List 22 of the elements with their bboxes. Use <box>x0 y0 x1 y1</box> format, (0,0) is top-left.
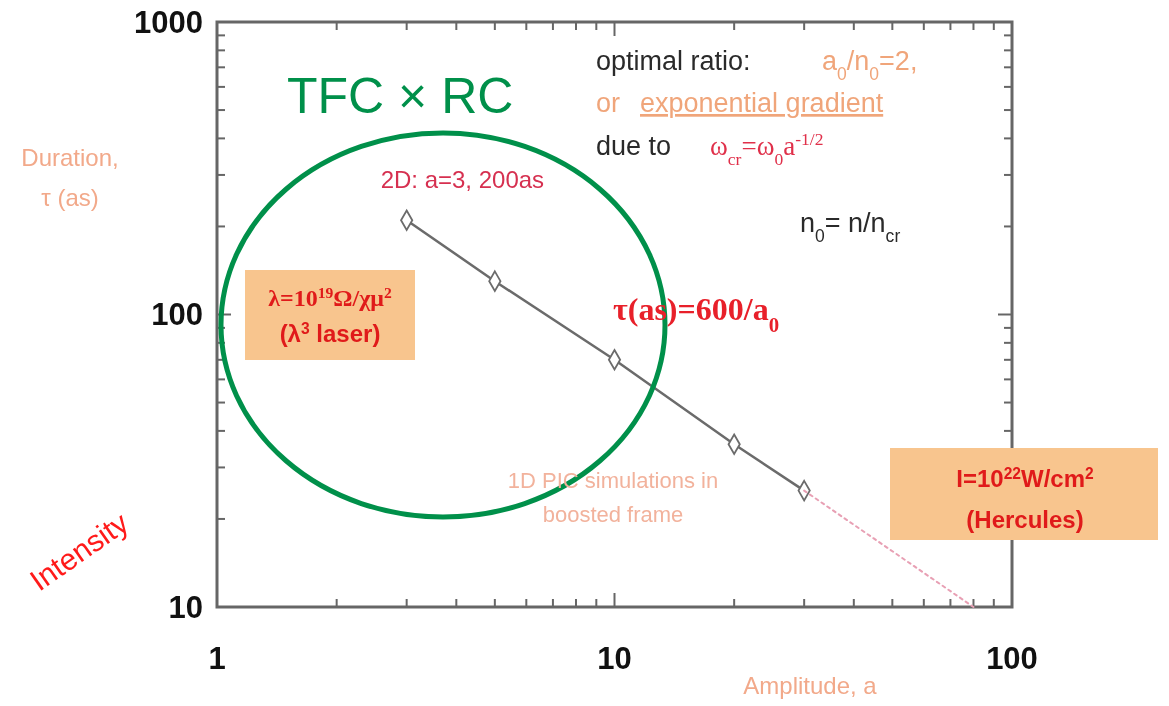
annotation: 2D: a=3, 200as <box>380 166 545 194</box>
annotation: n$_{0}$= n/n$_{cr}$ <box>800 208 901 246</box>
x-tick-label: 1 <box>208 641 226 676</box>
annotation: exponential gradient <box>640 88 884 118</box>
annotation: TFC × RC <box>287 68 514 124</box>
y-tick-label: 1000 <box>134 4 203 40</box>
annotation: a$_{0}$/n$_{0}$=2, <box>822 46 918 84</box>
x-tick-label: 10 <box>597 641 632 676</box>
annotation: or <box>596 88 621 118</box>
y-axis-title: Duration, τ (as) <box>21 144 119 211</box>
x-tick-label: 100 <box>986 641 1038 676</box>
annotation: boosted frame <box>542 502 684 527</box>
annotation: due to <box>596 131 672 161</box>
annotation: (λ$^{3}$ laser) <box>279 319 381 347</box>
annotation: (Hercules) <box>966 506 1084 533</box>
x-axis-title: Amplitude, a <box>743 672 878 699</box>
annotation: I=10$^{22}$W/cm$^{2}$ <box>956 464 1095 492</box>
annotation: λ=10$^{19}$Ω/χμ$^{2}$ <box>268 283 392 311</box>
y-tick-label: 100 <box>151 297 203 333</box>
annotation: ω$_{cr}$=ω$_{0}$a$^{-1/2}$ <box>710 129 824 169</box>
y-tick-label: 10 <box>168 589 203 625</box>
annotation: optimal ratio: <box>596 46 751 76</box>
